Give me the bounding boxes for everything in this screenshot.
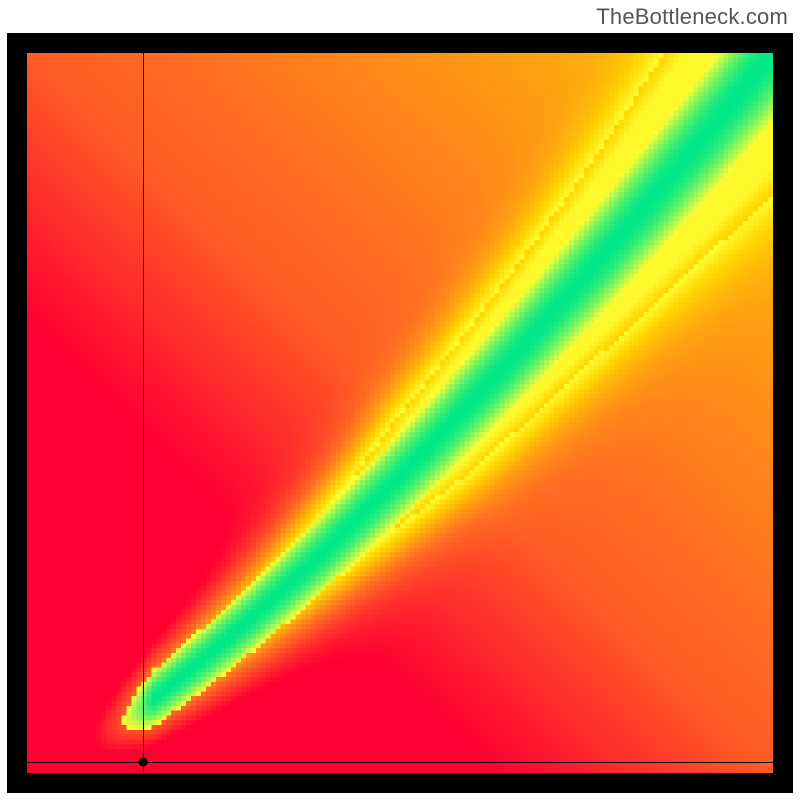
heatmap-plot-area <box>27 53 773 773</box>
chart-frame <box>7 33 793 793</box>
crosshair-vertical <box>143 53 144 773</box>
heatmap-canvas <box>27 53 773 773</box>
marker-dot <box>138 758 147 767</box>
chart-container: TheBottleneck.com <box>0 0 800 800</box>
watermark-text: TheBottleneck.com <box>596 4 788 30</box>
